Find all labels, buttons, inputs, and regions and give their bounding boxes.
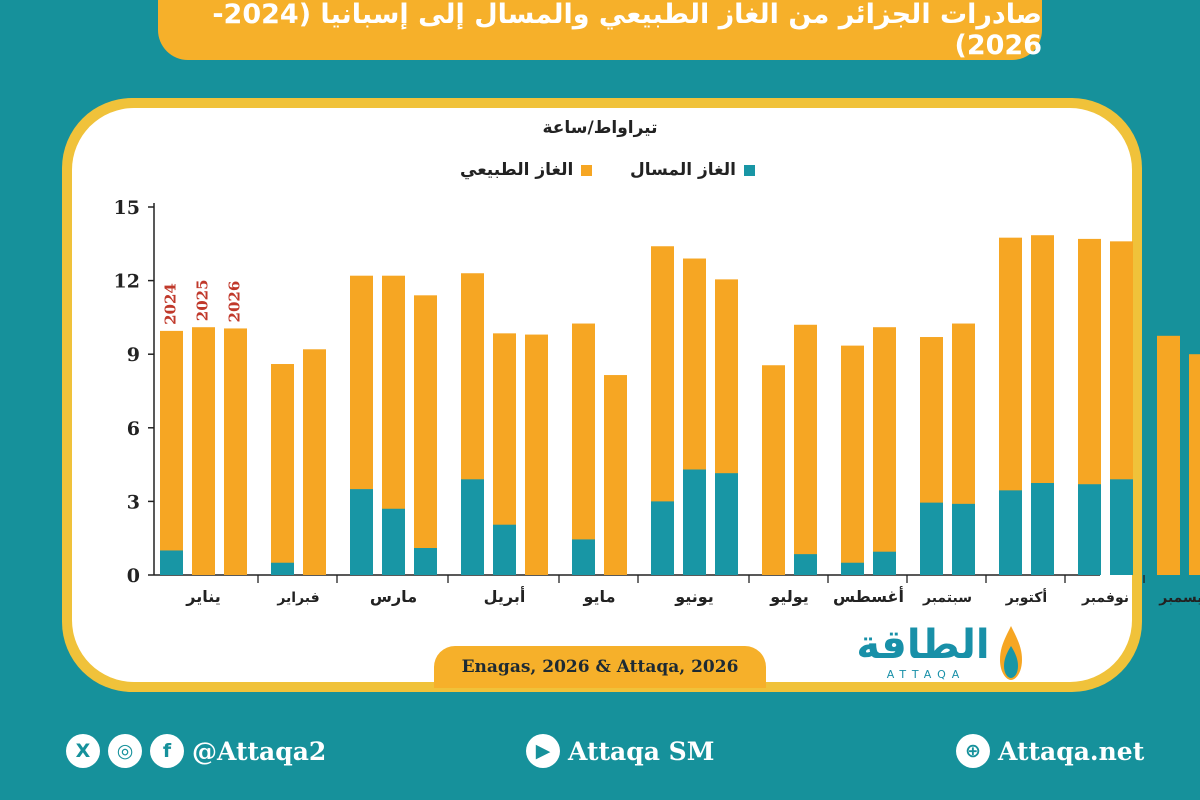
x-tick-label: يونيو [674, 587, 714, 606]
legend-label-lng: الغاز المسال [630, 160, 736, 180]
bar-lng [920, 502, 943, 575]
bar-lng [382, 508, 405, 575]
bar-natural-gas [224, 328, 247, 575]
social-handle[interactable]: @Attaqa2 [192, 736, 327, 766]
bar-natural-gas [651, 246, 674, 575]
legend-swatch-natural-gas [581, 164, 593, 176]
bar-natural-gas [873, 327, 896, 575]
x-tick-label: نوفمبر [1081, 590, 1129, 606]
bar-natural-gas [493, 333, 516, 575]
bar-lng [715, 473, 738, 575]
logo-subtext: ATTAQA [886, 668, 966, 681]
bar-lng [952, 503, 975, 575]
year-label: 2025 [194, 279, 212, 321]
legend-item-natural-gas: الغاز الطبيعي [460, 158, 593, 182]
x-tick-label: أبريل [484, 586, 526, 606]
x-tick-label: يوليو [769, 587, 809, 606]
bar-natural-gas [414, 295, 437, 575]
bar-natural-gas [1189, 354, 1200, 575]
y-tick-label: 9 [127, 344, 140, 366]
legend-swatch-lng [743, 164, 755, 176]
chart-title: صادرات الجزائر من الغاز الطبيعي والمسال … [212, 0, 1042, 61]
bar-lng [873, 551, 896, 575]
y-tick-label: 6 [127, 418, 140, 440]
bar-lng [461, 479, 484, 575]
bar-lng [651, 501, 674, 575]
unit-label: تيراواط/ساعة [542, 118, 658, 138]
x-tick-label: مارس [370, 587, 417, 606]
bar-lng [1031, 483, 1054, 575]
logo-text: الطاقة [856, 622, 990, 668]
x-tick-label: ديسمبر [1158, 590, 1200, 606]
bar-lng [794, 554, 817, 575]
globe-icon[interactable]: ⊕ [956, 734, 990, 768]
x-tick-label: أكتوبر [1005, 588, 1047, 606]
bar-lng [350, 489, 373, 575]
bar-lng [683, 469, 706, 575]
flame-drop-icon [1000, 626, 1022, 680]
bar-natural-gas [192, 327, 215, 575]
youtube-link: ▶ Attaqa SM [526, 730, 714, 772]
x-tick-label: سبتمبر [922, 590, 972, 606]
x-tick-label: مايو [583, 587, 616, 606]
bar-natural-gas [604, 375, 627, 575]
bar-lng [493, 524, 516, 575]
y-tick-label: 15 [114, 197, 140, 219]
year-label: 2026 [226, 281, 244, 323]
bar-natural-gas [303, 349, 326, 575]
bar-natural-gas [794, 324, 817, 575]
legend-item-lng: الغاز المسال [630, 158, 755, 182]
x-tick-label: أغسطس [833, 586, 904, 606]
y-tick-label: 12 [114, 271, 140, 293]
bar-lng [841, 562, 864, 575]
youtube-channel[interactable]: Attaqa SM [568, 736, 715, 766]
year-label: 2024 [162, 283, 180, 325]
bar-natural-gas [271, 364, 294, 575]
bar-natural-gas [160, 330, 183, 575]
x-twitter-icon[interactable]: X [66, 734, 100, 768]
bar-lng [414, 548, 437, 575]
bar-natural-gas [382, 275, 405, 575]
website-url[interactable]: Attaqa.net [998, 736, 1145, 766]
attaqa-logo: الطاقة ATTAQA [848, 622, 1028, 688]
title-banner: صادرات الجزائر من الغاز الطبيعي والمسال … [158, 0, 1042, 61]
bar-lng [1110, 479, 1133, 575]
bar-natural-gas [762, 365, 785, 575]
bar-lng [572, 539, 595, 575]
bar-natural-gas [572, 323, 595, 575]
y-tick-label: 3 [127, 491, 140, 513]
social-links: X ◎ f @Attaqa2 [66, 730, 326, 772]
x-tick-label: يناير [185, 587, 221, 606]
bar-natural-gas [1157, 335, 1180, 575]
instagram-icon[interactable]: ◎ [108, 734, 142, 768]
bar-lng [999, 490, 1022, 575]
x-tick-label: فبراير [276, 590, 319, 606]
youtube-icon[interactable]: ▶ [526, 734, 560, 768]
bar-natural-gas [525, 334, 548, 575]
bar-lng [271, 562, 294, 575]
source-box: Enagas, 2026 & Attaqa, 2026 [434, 646, 766, 688]
facebook-icon[interactable]: f [150, 734, 184, 768]
bar-lng [160, 550, 183, 575]
y-tick-label: 0 [127, 565, 140, 587]
website-link: ⊕ Attaqa.net [956, 730, 1144, 772]
bar-natural-gas [841, 345, 864, 575]
source-text: Enagas, 2026 & Attaqa, 2026 [461, 657, 739, 677]
bar-lng [1078, 484, 1101, 575]
legend-label-natural-gas: الغاز الطبيعي [460, 160, 574, 180]
